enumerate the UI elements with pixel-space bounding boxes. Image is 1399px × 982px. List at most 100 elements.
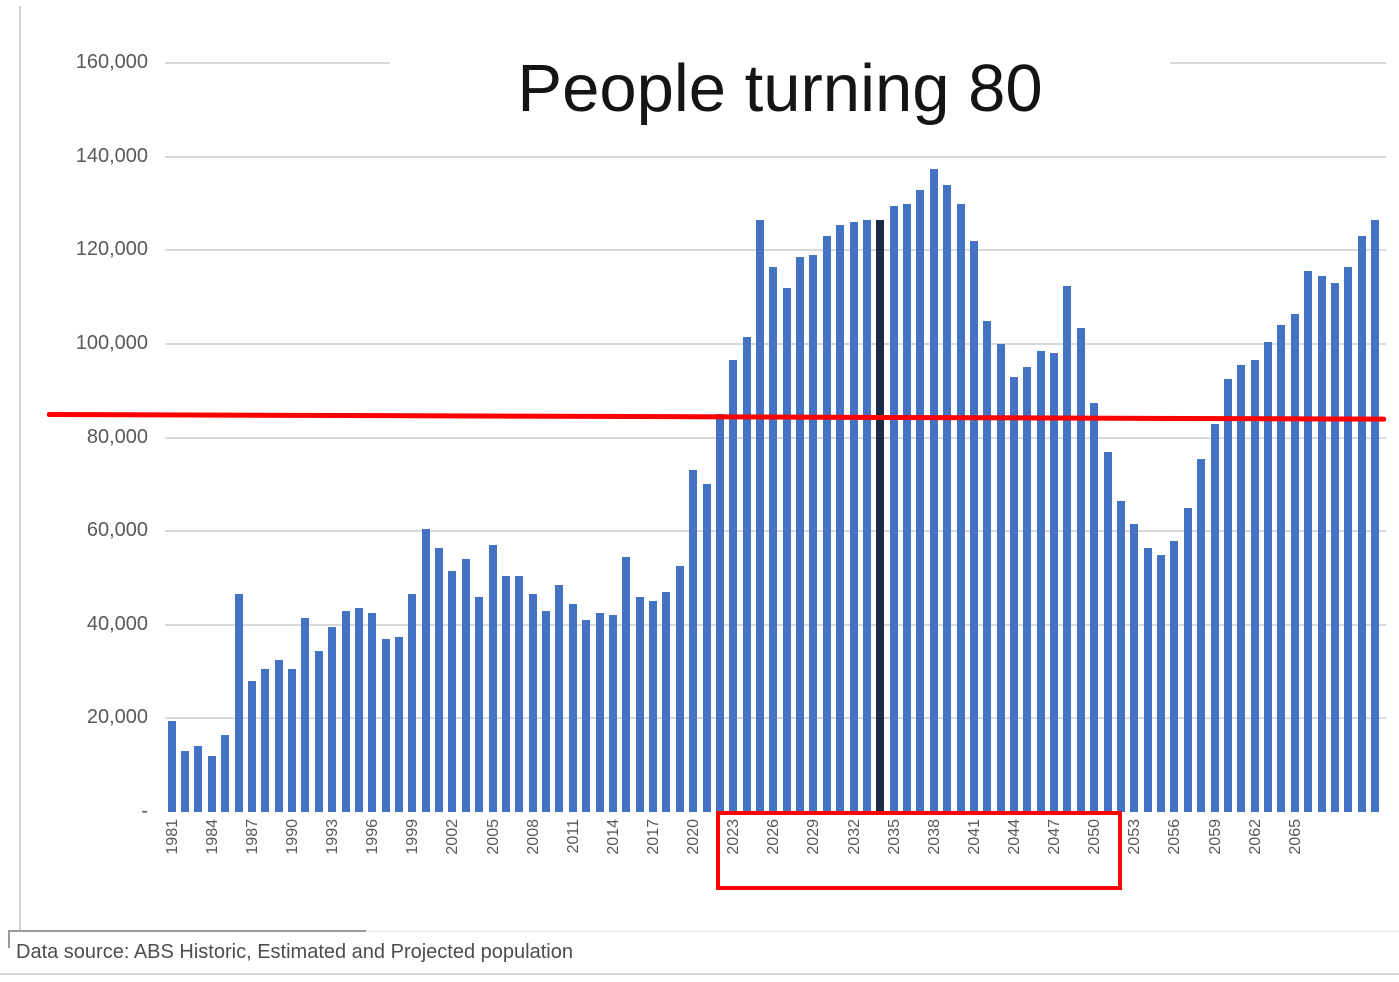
bar-2053 — [1130, 524, 1139, 812]
bar-1981 — [167, 720, 176, 812]
bar-2005 — [488, 545, 497, 812]
bar-2068 — [1330, 283, 1339, 812]
bar-2009 — [542, 610, 551, 812]
bar-2031 — [836, 224, 845, 812]
y-tick-label: 20,000 — [86, 706, 148, 729]
bar-2013 — [595, 613, 604, 812]
x-tick-label-2053: 2053 — [1126, 819, 1144, 855]
data-source-note: Data source: ABS Historic, Estimated and… — [16, 941, 573, 963]
x-tick-label-2008: 2008 — [524, 819, 542, 855]
bar-2048 — [1063, 285, 1072, 812]
bar-2027 — [782, 287, 791, 812]
bar-2021 — [702, 484, 711, 812]
bar-2038 — [929, 168, 938, 812]
bar-2007 — [515, 575, 524, 812]
bar-2039 — [943, 184, 952, 812]
bar-2032 — [849, 222, 858, 812]
page-bottom-rule — [0, 973, 1399, 975]
y-tick-label: 60,000 — [86, 519, 148, 542]
gridline-120000 — [165, 249, 1386, 252]
bar-2067 — [1317, 276, 1326, 812]
bar-2035 — [889, 205, 898, 812]
bar-2046 — [1036, 351, 1045, 812]
x-tick-label-2056: 2056 — [1166, 819, 1184, 855]
bar-2052 — [1116, 500, 1125, 812]
bar-1982 — [181, 751, 190, 812]
bar-2020 — [689, 470, 698, 812]
bar-2012 — [582, 620, 591, 812]
chart-title: People turning 80 — [390, 50, 1170, 127]
y-tick-label: 160,000 — [75, 51, 148, 74]
bar-2016 — [635, 596, 644, 812]
x-tick-label-1990: 1990 — [284, 819, 302, 855]
x-tick-label-1993: 1993 — [324, 819, 342, 855]
y-tick-label: 100,000 — [75, 332, 148, 354]
y-tick-label: 40,000 — [86, 612, 148, 635]
bar-2050 — [1090, 402, 1099, 812]
bar-1993 — [328, 627, 337, 812]
y-tick-label: 120,000 — [75, 238, 148, 261]
x-tick-label-2011: 2011 — [564, 819, 582, 854]
bar-1987 — [247, 680, 256, 812]
bar-1983 — [194, 746, 203, 812]
bar-2018 — [662, 592, 671, 812]
bar-1990 — [288, 669, 297, 812]
bar-2047 — [1050, 353, 1059, 812]
bar-2060 — [1223, 379, 1232, 812]
bar-2033 — [862, 219, 871, 812]
bar-1998 — [394, 636, 403, 812]
bar-1992 — [314, 650, 323, 812]
footer-divider-light — [366, 931, 1399, 932]
bar-1985 — [221, 734, 230, 812]
x-tick-label-2062: 2062 — [1246, 819, 1264, 855]
x-tick-label-2005: 2005 — [484, 819, 502, 855]
bar-2006 — [501, 575, 510, 812]
bar-2071 — [1371, 219, 1379, 812]
bar-1989 — [274, 659, 283, 812]
bar-2026 — [769, 266, 778, 812]
x-tick-label-2020: 2020 — [685, 819, 703, 855]
bar-2069 — [1344, 266, 1353, 812]
footer-divider-stub — [8, 930, 10, 948]
bar-1984 — [207, 755, 216, 812]
bar-2044 — [1010, 376, 1018, 812]
bar-2003 — [461, 559, 470, 812]
bar-2059 — [1210, 423, 1219, 812]
bar-2004 — [475, 596, 484, 812]
bar-2028 — [796, 257, 805, 812]
bar-2024 — [742, 336, 751, 812]
bar-2041 — [969, 241, 978, 812]
bar-2066 — [1304, 271, 1313, 812]
bar-2037 — [916, 189, 925, 812]
x-tick-label-2002: 2002 — [444, 819, 462, 855]
bar-2030 — [822, 236, 831, 812]
bar-1999 — [408, 594, 417, 812]
bar-2022 — [715, 414, 724, 812]
bar-1996 — [368, 613, 377, 812]
x-tick-label-2017: 2017 — [645, 819, 663, 855]
bar-2054 — [1143, 547, 1152, 812]
bar-2042 — [983, 320, 992, 812]
x-tick-label-2014: 2014 — [604, 819, 622, 855]
bar-2065 — [1290, 313, 1299, 812]
bar-2045 — [1023, 367, 1032, 812]
footer-divider-dark — [8, 930, 366, 932]
bar-1986 — [234, 594, 243, 812]
bar-2055 — [1157, 554, 1166, 812]
y-tick-label: - — [141, 800, 148, 822]
y-tick-label: 80,000 — [86, 425, 148, 448]
bar-2014 — [608, 615, 617, 812]
bar-1997 — [381, 638, 390, 812]
bar-2049 — [1076, 327, 1085, 812]
bar-2029 — [809, 255, 818, 812]
bar-2008 — [528, 594, 537, 812]
bar-2023 — [729, 360, 738, 812]
bar-2043 — [996, 344, 1005, 812]
bar-2058 — [1197, 458, 1206, 812]
bar-2010 — [555, 585, 564, 812]
bar-2063 — [1264, 341, 1273, 812]
bar-2000 — [421, 528, 430, 812]
bar-1988 — [261, 669, 270, 812]
bar-2015 — [622, 556, 631, 812]
x-tick-label-1987: 1987 — [243, 819, 261, 855]
